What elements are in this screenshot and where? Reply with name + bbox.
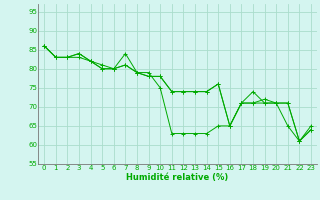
X-axis label: Humidité relative (%): Humidité relative (%): [126, 173, 229, 182]
